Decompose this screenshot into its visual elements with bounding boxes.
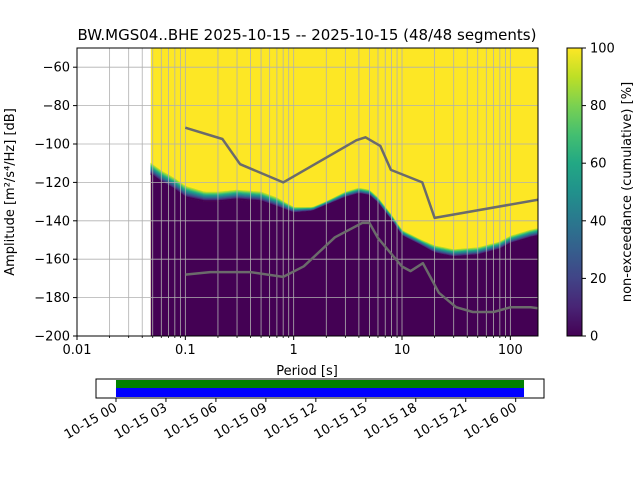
timeline-tick-label: 10-15 12 — [262, 400, 320, 442]
y-axis-ticks: −60 −80 −100 −120 −140 −160 −180 −200 — [34, 61, 77, 345]
y-tick-label: −100 — [34, 138, 70, 153]
y-tick-label: −140 — [34, 214, 70, 229]
colorbar-tick-label: 40 — [590, 214, 607, 229]
x-tick-label: 100 — [498, 343, 523, 358]
colorbar-tick-label: 80 — [590, 99, 607, 114]
noise-models — [184, 126, 538, 314]
y-tick-label: −180 — [34, 291, 70, 306]
y-tick-label: −60 — [43, 61, 70, 76]
psd-heatmap — [150, 48, 538, 336]
ppsd-plot: 0.01 0.1 1 10 100 −60 −80 −100 −120 −140 −160 −180… — [3, 47, 539, 379]
segment-coverage-bar — [115, 380, 525, 388]
colorbar-tick-label: 100 — [590, 42, 615, 57]
colorbar-tick-label: 60 — [590, 157, 607, 172]
minor-grid-lines — [77, 48, 511, 336]
y-tick-label: −200 — [34, 330, 70, 345]
timeline-tick-label: 10-15 09 — [212, 400, 270, 442]
timeline-tick-label: 10-15 06 — [162, 400, 220, 442]
plot-frame — [76, 47, 539, 337]
major-grid-lines — [77, 66, 538, 336]
y-tick-label: −80 — [43, 99, 70, 114]
y-tick-label: −120 — [34, 176, 70, 191]
timeline-tick-label: 10-15 15 — [312, 400, 370, 442]
colorbar-tick-label: 0 — [590, 330, 598, 345]
chart-title: BW.MGS04..BHE 2025-10-15 -- 2025-10-15 (… — [78, 26, 537, 44]
x-axis-label: Period [s] — [276, 364, 338, 379]
x-tick-label: 0.1 — [175, 343, 196, 358]
x-tick-label: 1 — [290, 343, 298, 358]
data-coverage-bar — [115, 388, 525, 397]
x-axis-ticks: 0.01 0.1 1 10 100 — [63, 336, 523, 358]
timeline-tick-label: 10-15 00 — [62, 400, 120, 442]
y-axis-label: Amplitude [m²/s⁴/Hz] [dB] — [3, 108, 18, 276]
colorbar-gradient — [566, 47, 583, 337]
x-tick-label: 10 — [394, 343, 411, 358]
nlnm-line — [185, 221, 538, 314]
y-tick-label: −160 — [34, 253, 70, 268]
colorbar-label: non-exceedance (cumulative) [%] — [620, 82, 635, 302]
colorbar: 0 20 40 60 80 100 non-exceedance (cumulative)… — [566, 42, 635, 345]
colorbar-ticks: 0 20 40 60 80 100 — [582, 42, 615, 345]
nhnm-line — [184, 126, 538, 220]
timeline-tick-label: 10-15 03 — [112, 400, 170, 442]
colorbar-tick-label: 20 — [590, 272, 607, 287]
timeline-tick-label: 10-16 00 — [462, 400, 520, 442]
timeline-tick-label: 10-15 21 — [412, 400, 470, 442]
x-tick-label: 0.01 — [63, 343, 92, 358]
timeline-tick-label: 10-15 18 — [362, 400, 420, 442]
